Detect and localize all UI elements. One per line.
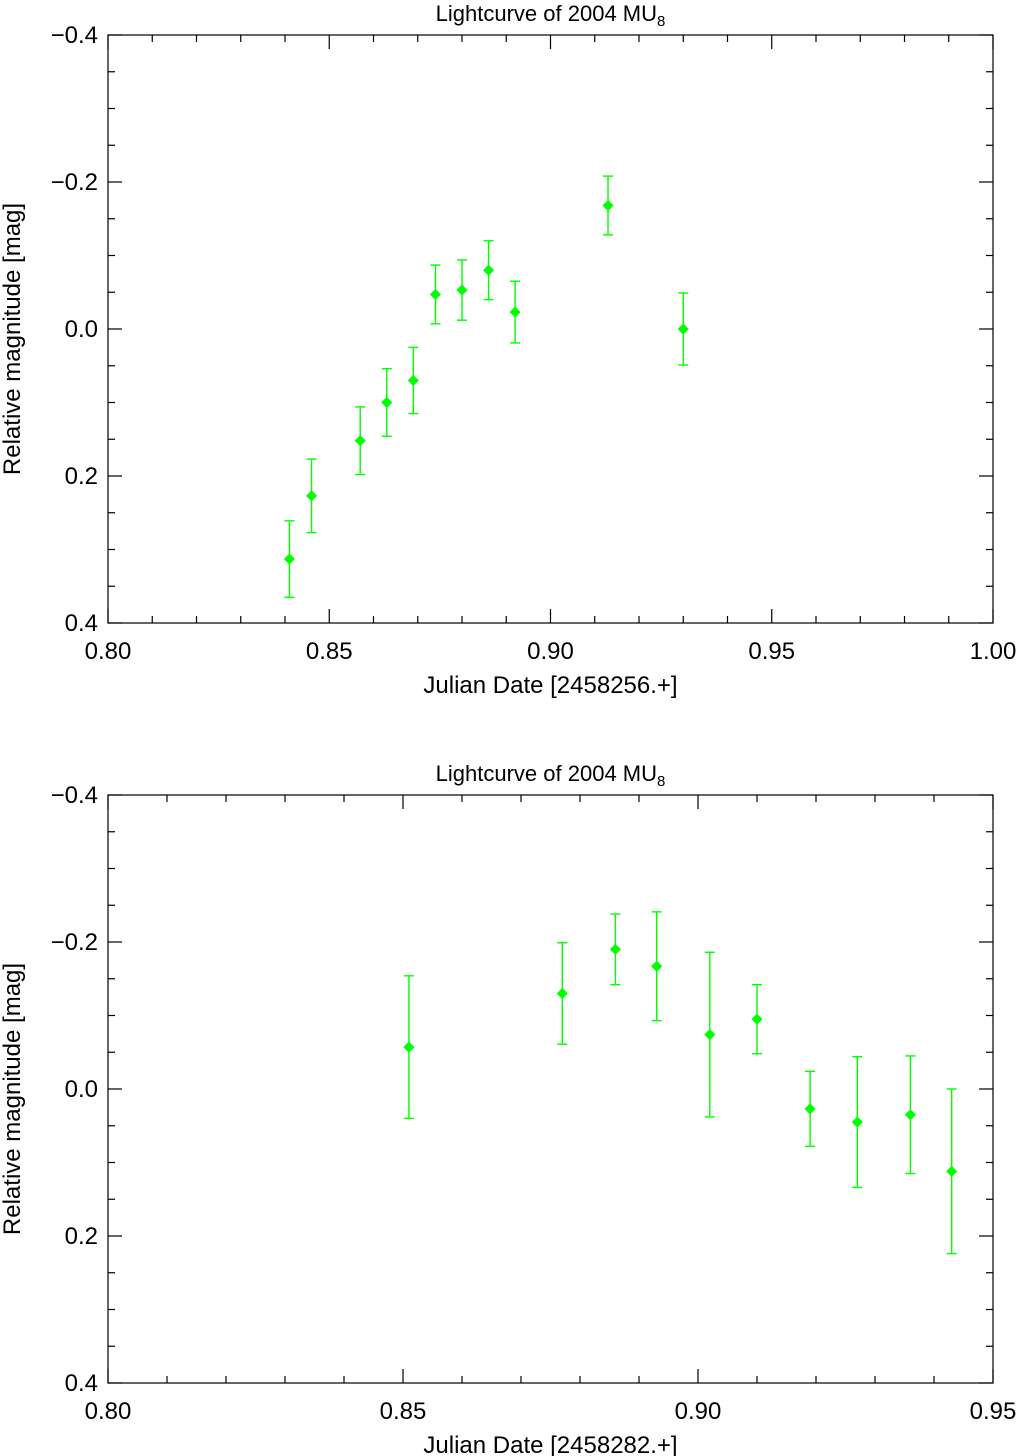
- diamond-marker: [946, 1165, 958, 1177]
- data-point-1: [283, 520, 295, 598]
- data-point-1: [403, 975, 415, 1120]
- data-point-8: [482, 240, 495, 301]
- y-tick-label: 0.4: [65, 1370, 98, 1397]
- chart-title: Lightcurve of 2004 MU8: [436, 761, 666, 790]
- y-tick-label: 0.4: [65, 610, 98, 637]
- data-point-7: [804, 1070, 816, 1148]
- y-tick-label: 0.2: [65, 463, 98, 490]
- diamond-marker: [609, 943, 621, 955]
- data-point-4: [381, 367, 393, 438]
- y-tick-label: −0.2: [51, 169, 98, 196]
- plot-frame: [107, 794, 994, 1384]
- x-axis-label: Julian Date [2458282.+]: [423, 1432, 677, 1456]
- data-point-9: [904, 1055, 916, 1175]
- y-tick-label: −0.2: [51, 929, 98, 956]
- data-point-10: [602, 175, 614, 236]
- diamond-marker: [407, 374, 419, 387]
- diamond-marker: [509, 306, 521, 318]
- diamond-marker: [381, 396, 393, 409]
- data-point-2: [305, 458, 318, 534]
- data-point-11: [677, 292, 689, 366]
- data-point-2: [556, 942, 568, 1045]
- diamond-marker: [677, 323, 689, 335]
- chart-title: Lightcurve of 2004 MU8: [436, 1, 666, 30]
- diamond-marker: [651, 960, 663, 972]
- x-axis-label: Julian Date [2458256.+]: [423, 672, 677, 699]
- y-tick-label: 0.0: [65, 316, 98, 343]
- chart-title-subscript: 8: [657, 773, 665, 790]
- y-tick-label: 0.0: [65, 1076, 98, 1103]
- x-tick-label: 0.80: [85, 638, 132, 665]
- x-tick-label: 0.95: [970, 1398, 1017, 1425]
- chart-title-text: Lightcurve of 2004 MU: [436, 761, 657, 786]
- chart-panel-2: Lightcurve of 2004 MU8 0.80 0.85 0.90 0.95 −0…: [0, 761, 1016, 1456]
- data-point-3: [609, 913, 621, 986]
- diamond-marker: [904, 1109, 916, 1121]
- y-axis-label: Relative magnitude [mag]: [0, 203, 26, 475]
- y-tick-label: −0.4: [51, 782, 98, 809]
- diamond-marker: [429, 288, 442, 301]
- diamond-marker: [456, 284, 468, 296]
- diamond-marker: [704, 1029, 716, 1041]
- diamond-marker: [354, 435, 366, 447]
- diamond-marker: [556, 987, 568, 1000]
- x-tick-label: 0.90: [675, 1398, 722, 1425]
- y-tick-label: 0.2: [65, 1223, 98, 1250]
- diamond-marker: [804, 1103, 816, 1115]
- data-point-6: [429, 264, 442, 325]
- data-point-5: [704, 951, 716, 1118]
- diamond-marker: [305, 490, 318, 502]
- data-point-10: [946, 1088, 958, 1255]
- chart-title-subscript: 8: [657, 13, 665, 30]
- diamond-marker: [482, 264, 495, 276]
- y-axis-label: Relative magnitude [mag]: [0, 963, 26, 1235]
- data-point-5: [407, 346, 419, 415]
- x-tick-label: 0.90: [527, 638, 574, 665]
- x-tick-label: 0.80: [85, 1398, 132, 1425]
- data-point-9: [509, 280, 521, 344]
- x-tick-label: 1.00: [970, 638, 1017, 665]
- x-tick-label: 0.95: [748, 638, 795, 665]
- data-point-3: [354, 406, 366, 476]
- data-point-6: [751, 983, 763, 1055]
- data-point-7: [456, 259, 468, 321]
- diamond-marker: [602, 199, 614, 212]
- diamond-marker: [403, 1041, 415, 1053]
- diamond-marker: [851, 1116, 863, 1128]
- plot-frame: [107, 34, 994, 624]
- chart-title-text: Lightcurve of 2004 MU: [436, 1, 657, 26]
- x-tick-label: 0.85: [380, 1398, 427, 1425]
- data-point-4: [651, 911, 663, 1022]
- chart-panel-1: Lightcurve of 2004 MU8 0.80 0.85 0.90 0.95 1.…: [0, 1, 1016, 699]
- x-tick-label: 0.85: [306, 638, 353, 665]
- diamond-marker: [283, 553, 295, 565]
- y-tick-label: −0.4: [51, 22, 98, 49]
- diamond-marker: [751, 1013, 763, 1025]
- data-point-8: [851, 1055, 863, 1189]
